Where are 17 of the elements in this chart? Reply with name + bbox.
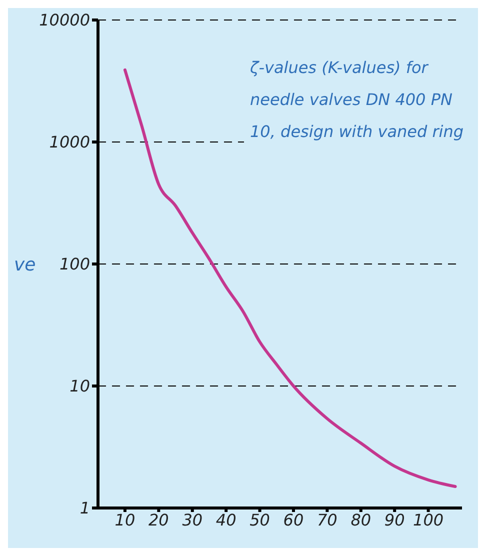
y-tick-label: 1000 — [49, 132, 90, 152]
x-tick-label: 40 — [216, 510, 236, 530]
y-axis-title: ve — [14, 254, 36, 276]
x-tick-label: 80 — [350, 510, 372, 530]
x-tick-label: 70 — [317, 510, 338, 530]
x-tick-label: 60 — [283, 510, 304, 530]
x-tick-label: 90 — [384, 510, 405, 530]
y-tick-label: 1 — [80, 498, 90, 518]
y-tick-label: 10000 — [39, 10, 90, 30]
annotation: ζ-values (K-values) for needle valves DN 400 PN 10, design with vaned ring — [244, 48, 474, 152]
x-tick-label: 100 — [413, 510, 444, 530]
x-tick-label: 30 — [182, 510, 203, 530]
x-tick-label: 10 — [114, 510, 136, 530]
y-tick-label: 10 — [70, 376, 90, 396]
y-tick-label: 100 — [59, 254, 90, 274]
x-tick-label: 50 — [250, 510, 270, 530]
x-tick-label: 20 — [148, 510, 169, 530]
